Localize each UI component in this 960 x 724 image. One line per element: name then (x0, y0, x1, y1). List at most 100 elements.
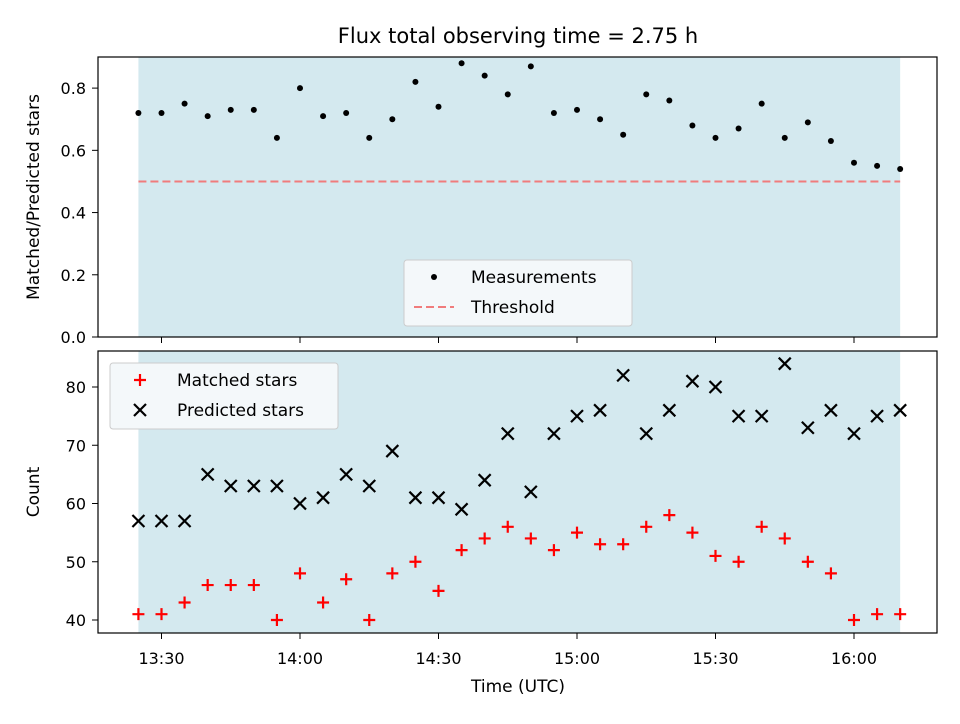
y-tick-label: 50 (66, 553, 86, 572)
matched-stars-point (640, 520, 653, 533)
predicted-stars-point (708, 380, 723, 394)
predicted-stars-point (477, 473, 492, 487)
plot-frame (97, 56, 938, 338)
measurement-point (320, 113, 327, 120)
matched-stars-point (340, 573, 353, 586)
predicted-stars-point (570, 409, 584, 423)
matched-stars-point (247, 579, 260, 592)
predicted-stars-point (362, 479, 377, 493)
legend-box (403, 259, 633, 327)
predicted-stars-point (731, 409, 746, 423)
legend-label: Matched stars (177, 371, 297, 391)
predicted-stars-point (431, 490, 446, 505)
measurement-point (204, 113, 211, 120)
measurement-point (781, 134, 788, 141)
measurement-point (851, 159, 857, 166)
matched-stars-point (478, 532, 491, 545)
matched-stars-point (432, 584, 445, 597)
legend: Measurements Threshold (403, 259, 633, 327)
matched-stars-point (732, 555, 745, 568)
matched-stars-point (571, 526, 583, 539)
predicted-stars-point (893, 403, 907, 418)
measurement-point (643, 91, 650, 98)
measurement-point (297, 85, 303, 92)
measurement-point (250, 106, 257, 113)
y-tick-label: 0.8 (61, 79, 86, 98)
measurement-point (527, 63, 534, 70)
y-tick-label: 0.4 (61, 204, 86, 223)
top-y-axis-label: Matched/Predicted stars (24, 94, 44, 300)
matched-stars-point (294, 567, 306, 580)
predicted-stars-point (801, 420, 815, 435)
measurement-point (389, 116, 396, 123)
legend: Matched stars Predicted stars (109, 362, 339, 430)
matched-stars-point (317, 596, 330, 609)
legend-marker-plus (134, 374, 146, 386)
matched-stars-point (501, 520, 514, 533)
matched-stars-point (801, 555, 814, 568)
top-panel: Flux total observing time = 2.75 h Match… (24, 24, 938, 347)
measurement-point (758, 100, 765, 107)
matched-stars-point (778, 532, 791, 545)
predicted-stars-point (316, 490, 330, 505)
predicted-stars-point (500, 426, 515, 441)
predicted-stars-point (777, 356, 792, 371)
matched-stars-point (547, 544, 560, 557)
predicted-stars-point (847, 426, 861, 441)
matched-stars-point (409, 555, 422, 568)
predicted-stars-point (639, 426, 654, 441)
predicted-stars-point (223, 479, 238, 493)
x-tick-label: 14:30 (415, 649, 461, 668)
predicted-stars-point (385, 444, 400, 458)
predicted-stars-point (547, 426, 561, 441)
y-tick-label: 0.6 (61, 141, 86, 160)
x-tick-label: 15:30 (692, 649, 738, 668)
x-tick-label: 15:00 (554, 649, 600, 668)
legend-marker-x (133, 403, 147, 417)
predicted-stars-point (270, 479, 284, 493)
legend-box (109, 362, 339, 430)
y-tick-label: 60 (66, 495, 86, 514)
measurement-point (897, 166, 904, 172)
predicted-stars-point (454, 502, 469, 517)
matched-stars-point (455, 544, 468, 557)
matched-stars-point (132, 608, 145, 621)
plot-frame (97, 350, 938, 634)
x-tick-label: 13:30 (138, 649, 184, 668)
measurement-point (597, 116, 604, 123)
measurement-point (458, 60, 465, 67)
bottom-y-axis-label: Count (24, 466, 44, 517)
predicted-stars-point (131, 514, 146, 528)
matched-stars-point (871, 608, 884, 621)
y-tick-label: 80 (66, 378, 86, 397)
measurement-point (435, 103, 442, 110)
predicted-stars-point (754, 409, 769, 423)
measurement-point (804, 119, 811, 126)
measurement-point (481, 72, 488, 79)
matched-stars-point (270, 614, 283, 626)
measurement-point (620, 131, 627, 138)
predicted-stars-point (339, 467, 353, 482)
measurement-point (366, 134, 373, 141)
y-tick-label: 40 (66, 611, 86, 630)
matched-stars-point (386, 567, 399, 580)
predicted-stars-point (247, 479, 261, 493)
measurement-point (273, 134, 280, 141)
matched-stars-point (594, 538, 607, 551)
measurement-point (135, 110, 142, 116)
y-tick-label: 70 (66, 436, 86, 455)
predicted-stars-point (524, 485, 538, 499)
measurement-point (550, 110, 557, 116)
matched-stars-point (709, 549, 722, 562)
measurement-point (227, 106, 234, 113)
matched-stars-point (224, 579, 237, 592)
matched-stars-point (617, 538, 630, 551)
x-axis-label: Time (UTC) (470, 677, 565, 697)
measurement-point (343, 110, 350, 116)
predicted-stars-point (177, 514, 192, 528)
predicted-stars-point (200, 467, 215, 482)
predicted-stars-point (824, 403, 838, 418)
y-tick-label: 0.2 (61, 266, 86, 285)
legend-label: Predicted stars (177, 401, 304, 421)
